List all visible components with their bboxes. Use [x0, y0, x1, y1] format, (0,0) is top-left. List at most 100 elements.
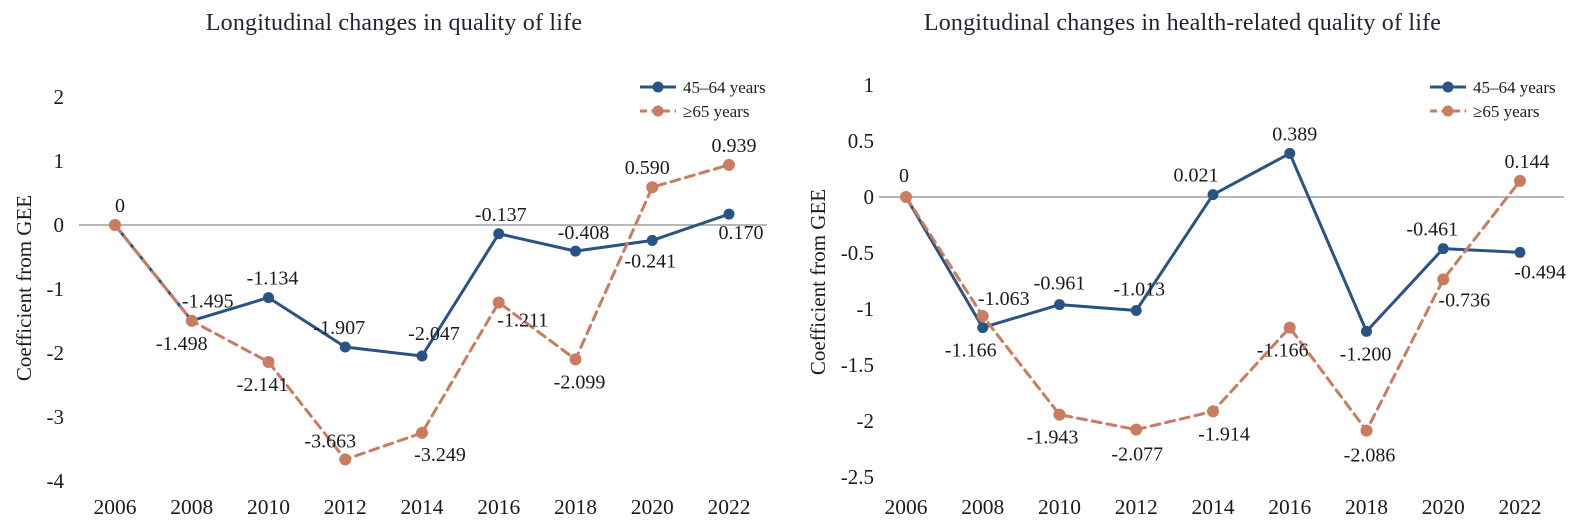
data-point-65-plus	[1283, 321, 1296, 334]
data-point-45-64	[1361, 325, 1372, 337]
data-label-65-plus: -0.736	[1438, 289, 1490, 311]
data-label-45-64: 0.389	[1272, 123, 1317, 145]
y-tick-label: 1	[54, 149, 65, 173]
data-point-65-plus	[416, 426, 428, 439]
x-tick-label: 2008	[170, 495, 213, 519]
data-label-65-plus: 0	[899, 165, 909, 187]
data-label-65-plus: 0.144	[1505, 151, 1550, 173]
x-tick-label: 2016	[1268, 495, 1311, 519]
chart-canvas: 2 1 0 -1 -2 -3 -4 2006 2008 2010 2012 2014 2016 2018 2…	[47, 78, 767, 519]
x-tick-label: 2008	[961, 495, 1004, 519]
data-point-45-64	[1207, 189, 1219, 201]
x-tick-label: 2016	[477, 495, 520, 519]
y-tick-label: -3	[47, 405, 65, 429]
data-label-45-64: 0.021	[1174, 165, 1219, 187]
chart-quality-of-life: Longitudinal changes in quality of life …	[0, 0, 788, 532]
x-tick-label: 2020	[631, 495, 674, 519]
data-label-45-64: -1.907	[313, 317, 365, 339]
data-point-65-plus	[1130, 423, 1143, 436]
data-label-65-plus: -2.077	[1111, 444, 1163, 466]
data-label-45-64: -0.494	[1514, 261, 1566, 283]
legend-label: 45–64 years	[1473, 78, 1556, 97]
x-tick-label: 2010	[247, 495, 290, 519]
x-tick-label: 2014	[1192, 495, 1235, 519]
data-point-65-plus	[1514, 174, 1526, 187]
x-tick-label: 2014	[401, 495, 444, 519]
data-point-45-64	[493, 228, 505, 240]
y-tick-label: -1	[857, 297, 875, 321]
data-point-65-plus	[185, 314, 198, 327]
y-tick-label: -2	[47, 341, 65, 365]
x-tick-label: 2010	[1038, 495, 1081, 519]
legend-label: 45–64 years	[683, 78, 766, 97]
data-point-45-64	[1130, 304, 1142, 316]
data-label-45-64: -1.013	[1113, 278, 1165, 300]
data-point-65-plus	[492, 296, 505, 309]
chart-canvas: 1 0.5 0 -0.5 -1 -1.5 -2 -2.5 2006 2008 2010 2012 201…	[841, 73, 1566, 519]
data-label-65-plus: -1.166	[1257, 340, 1309, 362]
data-point-45-64	[570, 245, 581, 257]
data-point-65-plus	[646, 181, 659, 194]
chart-title: Longitudinal changes in quality of life	[205, 10, 583, 36]
chart-title: Longitudinal changes in health-related q…	[923, 10, 1442, 36]
data-point-45-64	[263, 292, 274, 304]
data-label-45-64: -1.495	[182, 291, 234, 313]
y-tick-label: -1	[47, 277, 65, 301]
data-label-65-plus: -1.943	[1027, 427, 1079, 449]
data-label-65-plus: 0.590	[625, 157, 670, 179]
data-point-45-64	[723, 208, 735, 220]
legend-swatch-marker	[1442, 105, 1454, 117]
data-point-65-plus	[1360, 424, 1373, 437]
data-label-65-plus: -1.211	[497, 310, 548, 332]
data-point-45-64	[416, 350, 428, 362]
x-tick-label: 2020	[1422, 495, 1465, 519]
legend-swatch-marker	[1442, 81, 1454, 93]
data-label-65-plus: -1.063	[978, 288, 1030, 310]
data-label-45-64: -1.134	[247, 268, 299, 290]
legend-swatch-marker	[652, 105, 664, 117]
data-point-45-64	[339, 341, 351, 353]
data-point-65-plus	[569, 353, 582, 366]
x-tick-label: 2006	[94, 495, 137, 519]
data-label-65-plus: 0.939	[712, 135, 757, 157]
x-tick-label: 2012	[1115, 495, 1158, 519]
y-tick-label: -0.5	[841, 241, 874, 265]
data-label-45-64: -0.241	[624, 250, 676, 272]
data-label-65-plus: -1.914	[1198, 423, 1250, 445]
chart-health-related-quality-of-life: Longitudinal changes in health-related q…	[788, 0, 1577, 532]
legend-swatch-marker	[652, 81, 664, 93]
data-point-65-plus	[109, 219, 121, 231]
data-point-65-plus	[1437, 273, 1450, 286]
y-tick-label: 0.5	[848, 129, 874, 153]
x-tick-label: 2022	[1499, 495, 1542, 519]
data-label-45-64: -1.200	[1340, 343, 1392, 365]
data-point-65-plus	[262, 356, 275, 369]
data-label-65-plus: -2.099	[554, 371, 606, 393]
data-label-65-plus: -2.141	[237, 374, 289, 396]
data-point-65-plus	[723, 158, 735, 171]
legend-label: ≥65 years	[683, 102, 749, 121]
x-tick-label: 2012	[324, 495, 367, 519]
data-label-45-64: -1.166	[945, 340, 997, 362]
y-tick-label: 2	[54, 85, 65, 109]
data-label-45-64: 0.170	[719, 222, 764, 244]
data-label-65-plus: 0	[115, 195, 125, 217]
legend-label: ≥65 years	[1473, 102, 1539, 121]
data-point-45-64	[1437, 243, 1449, 255]
data-point-45-64	[977, 322, 989, 334]
data-label-65-plus: -1.498	[156, 333, 208, 355]
data-label-45-64: -0.408	[558, 222, 610, 244]
data-label-65-plus: -3.663	[304, 430, 356, 452]
data-point-65-plus	[1053, 408, 1066, 421]
x-tick-label: 2022	[708, 495, 751, 519]
data-point-45-64	[1514, 246, 1526, 258]
data-point-65-plus	[339, 453, 352, 466]
data-point-65-plus	[900, 191, 912, 203]
x-tick-label: 2018	[554, 495, 597, 519]
data-point-45-64	[1054, 299, 1065, 311]
data-label-65-plus: -3.249	[414, 444, 466, 466]
data-label-45-64: -0.961	[1034, 273, 1086, 295]
x-tick-label: 2006	[885, 495, 928, 519]
data-label-45-64: -2.047	[408, 323, 460, 345]
